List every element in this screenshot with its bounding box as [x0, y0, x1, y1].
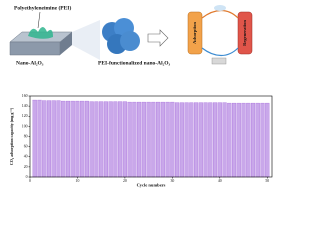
bar	[194, 102, 199, 178]
bar	[236, 102, 241, 178]
bar	[113, 101, 118, 178]
y-tick-label: 40	[24, 155, 28, 159]
bar	[165, 101, 170, 178]
y-tick-label: 120	[22, 114, 28, 118]
bar	[265, 102, 270, 178]
schematic	[9, 5, 253, 65]
bar	[217, 102, 222, 178]
bar	[37, 99, 42, 178]
bar	[250, 102, 256, 178]
bar	[46, 100, 52, 178]
bar	[137, 101, 142, 178]
bar	[184, 102, 189, 178]
bar	[118, 101, 123, 178]
bar	[89, 101, 94, 178]
bar	[241, 102, 246, 178]
bar	[146, 101, 151, 178]
bar	[260, 102, 265, 178]
y-tick-label: 20	[24, 165, 28, 169]
y-tick-label: 0	[26, 175, 28, 179]
bar	[103, 101, 108, 178]
y-axis-label: CO₂ adsorption capacity (mg g⁻¹)	[9, 107, 14, 165]
bar	[56, 100, 61, 178]
figure: Polyethyleneimine (PEI) Nano-Al₂O₃ PEI-f…	[9, 4, 273, 188]
bar	[208, 102, 213, 178]
bar	[51, 100, 56, 178]
bar	[227, 102, 232, 178]
bar	[127, 101, 132, 178]
y-tick-label: 60	[24, 145, 28, 149]
x-tick-label: 0	[29, 179, 31, 183]
bar	[32, 99, 37, 178]
y-tick-label: 80	[24, 134, 28, 138]
x-tick-label: 20	[123, 179, 127, 183]
bar	[156, 101, 161, 178]
product-label: PEI-functionalized nano-Al₂O₃	[98, 60, 171, 66]
bar	[80, 100, 85, 178]
bar	[151, 101, 156, 178]
bar	[61, 100, 66, 178]
x-tick-label: 10	[76, 179, 80, 183]
bar	[255, 102, 260, 178]
bar	[42, 100, 47, 178]
y-tick-label: 140	[22, 104, 28, 108]
x-tick-label: 30	[170, 179, 174, 183]
step1-label: Adsorption	[192, 22, 197, 44]
bar	[170, 101, 175, 178]
bar	[246, 102, 251, 178]
y-tick-label: 100	[22, 124, 28, 128]
bar	[132, 101, 137, 178]
bar	[75, 100, 80, 178]
bar-chart: 0 20 40 60 80 100 120 140 160 0 10 20 30 40 50 Cycle nu…	[9, 94, 273, 188]
bar	[175, 102, 180, 178]
bar	[99, 101, 104, 178]
bar	[141, 101, 146, 178]
bar	[84, 100, 89, 178]
bar	[222, 102, 227, 178]
x-tick-label: 40	[218, 179, 222, 183]
bar	[122, 101, 127, 178]
bar	[160, 101, 165, 178]
y-tick-label: 160	[22, 94, 28, 98]
bar	[231, 102, 237, 178]
x-axis-label: Cycle numbers	[137, 183, 166, 188]
bar	[70, 100, 75, 178]
support-label: Nano-Al₂O₃	[16, 60, 44, 66]
bar	[198, 102, 203, 178]
step2-label: Regeneration	[242, 20, 247, 46]
bar	[179, 102, 184, 178]
polymer-label: Polyethyleneimine (PEI)	[14, 4, 71, 11]
bar	[65, 100, 71, 178]
bar	[203, 102, 208, 178]
bar	[213, 102, 218, 178]
bar	[189, 102, 194, 178]
bar	[108, 101, 113, 178]
bar	[94, 101, 99, 178]
x-tick-label: 50	[265, 179, 269, 183]
